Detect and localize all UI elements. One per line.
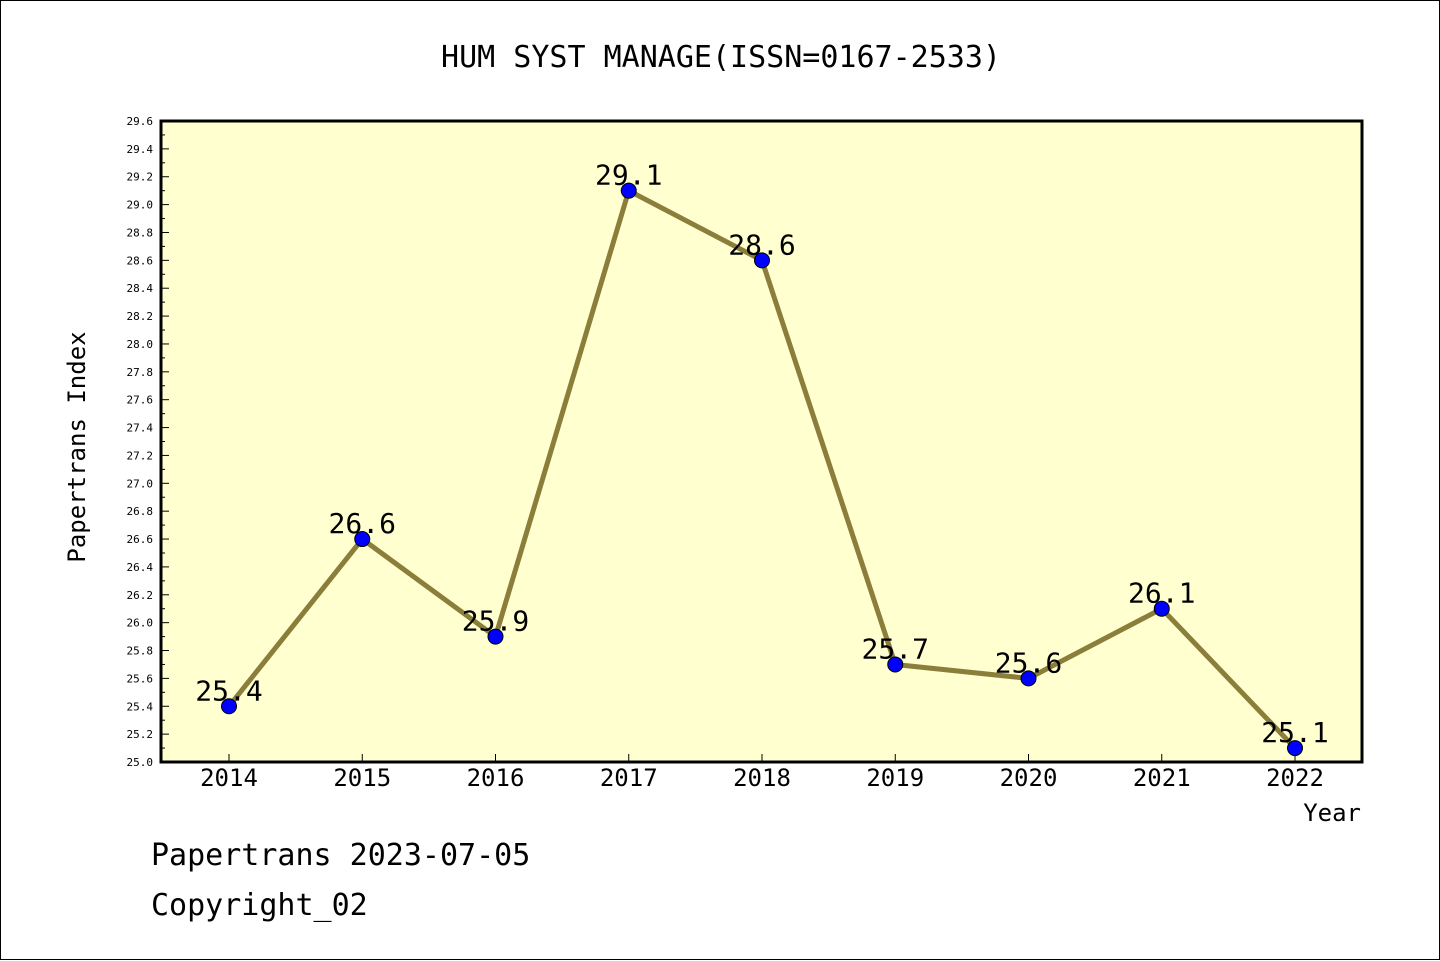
data-point-8 — [1287, 740, 1303, 757]
data-point-1 — [354, 531, 371, 548]
chart-title: HUM SYST MANAGE(ISSN=0167-2533) — [441, 40, 1001, 75]
data-labels: 25.4 26.6 25.9 29.1 28.6 25.7 25.6 26.1 25.1 — [195, 159, 1328, 749]
y-tick-label-20: 29.0 — [127, 199, 154, 212]
y-tick-label-19: 28.8 — [127, 226, 154, 239]
y-axis: 25.0 25.2 25.4 25.6 25.8 26.0 26.2 26.4 26.6 26.8… — [127, 115, 169, 769]
data-label-2: 25.9 — [462, 605, 529, 638]
x-tick-label-3: 2017 — [600, 764, 658, 792]
x-tick-label-4: 2018 — [733, 764, 791, 792]
data-label-1: 26.6 — [329, 507, 396, 540]
y-tick-label-23: 29.6 — [127, 115, 154, 128]
y-tick-label-3: 25.6 — [127, 672, 154, 685]
y-tick-label-22: 29.4 — [127, 143, 154, 156]
data-label-3: 29.1 — [595, 159, 662, 192]
y-tick-label-6: 26.2 — [127, 589, 154, 602]
y-tick-label-14: 27.8 — [127, 366, 154, 379]
plot-area — [161, 121, 1362, 762]
y-tick-label-21: 29.2 — [127, 171, 154, 184]
data-label-6: 25.6 — [995, 646, 1062, 679]
y-tick-label-9: 26.8 — [127, 505, 154, 518]
x-tick-label-7: 2021 — [1133, 764, 1191, 792]
x-tick-label-2: 2016 — [467, 764, 525, 792]
y-tick-label-0: 25.0 — [127, 756, 154, 769]
plot-border — [159, 119, 1364, 764]
data-label-0: 25.4 — [195, 674, 262, 707]
data-point-2 — [487, 628, 504, 645]
y-tick-label-4: 25.8 — [127, 645, 154, 658]
y-tick-label-2: 25.4 — [127, 700, 154, 713]
y-tick-label-5: 26.0 — [127, 617, 154, 630]
data-point-5 — [887, 656, 904, 673]
y-tick-label-12: 27.4 — [127, 422, 154, 435]
data-point-7 — [1153, 600, 1170, 617]
y-tick-label-13: 27.6 — [127, 394, 154, 407]
y-tick-label-17: 28.4 — [127, 282, 154, 295]
x-tick-label-5: 2019 — [866, 764, 924, 792]
y-tick-label-11: 27.2 — [127, 449, 154, 462]
x-tick-label-8: 2022 — [1266, 764, 1324, 792]
footer-date: Papertrans 2023-07-05 — [151, 838, 530, 873]
y-tick-label-16: 28.2 — [127, 310, 154, 323]
data-label-8: 25.1 — [1261, 716, 1328, 749]
data-label-5: 25.7 — [862, 632, 929, 665]
y-tick-label-7: 26.4 — [127, 561, 154, 574]
y-tick-label-1: 25.2 — [127, 728, 154, 741]
data-label-7: 26.1 — [1128, 577, 1195, 610]
y-tick-label-18: 28.6 — [127, 254, 154, 267]
data-point-0 — [221, 698, 237, 715]
y-tick-label-15: 28.0 — [127, 338, 154, 351]
x-axis-label: Year — [1303, 799, 1361, 827]
y-tick-label-8: 26.6 — [127, 533, 154, 546]
data-point-6 — [1020, 670, 1037, 687]
x-tick-label-0: 2014 — [200, 764, 258, 792]
data-label-4: 28.6 — [728, 228, 795, 261]
data-point-4 — [754, 252, 770, 269]
y-axis-label: Papertrans Index — [63, 331, 91, 562]
x-axis: 2014 2015 2016 2017 2018 2019 2020 2021 2022 — [200, 754, 1324, 792]
y-tick-label-10: 27.0 — [127, 477, 154, 490]
data-point-3 — [620, 182, 637, 199]
x-tick-label-6: 2020 — [1000, 764, 1058, 792]
footer-copyright: Copyright_02 — [151, 888, 368, 923]
x-tick-label-1: 2015 — [333, 764, 391, 792]
series-group — [221, 182, 1303, 757]
